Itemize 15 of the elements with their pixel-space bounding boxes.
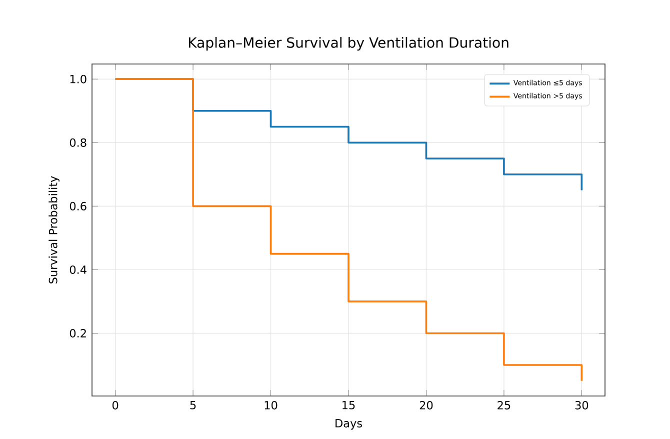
x-tick-label: 10 bbox=[264, 400, 278, 410]
x-axis-title: Days bbox=[336, 419, 362, 430]
x-tick-label: 0 bbox=[112, 400, 118, 410]
y-axis-title: Survival Probability bbox=[48, 176, 60, 284]
y-tick-label: 0.4 bbox=[70, 265, 86, 274]
x-tick-label: 15 bbox=[342, 400, 355, 410]
x-tick-label: 20 bbox=[420, 400, 433, 410]
y-tick-label: 1.0 bbox=[70, 74, 86, 84]
chart-title: Kaplan–Meier Survival by Ventilation Duration bbox=[188, 36, 508, 51]
x-tick-label: 5 bbox=[190, 400, 196, 410]
x-tick-label: 25 bbox=[498, 400, 510, 410]
x-tick-label: 30 bbox=[575, 400, 588, 410]
y-tick-label: 0.6 bbox=[70, 202, 86, 210]
y-tick-label: 0.8 bbox=[70, 138, 86, 147]
y-tick-label: 0.2 bbox=[70, 328, 86, 338]
